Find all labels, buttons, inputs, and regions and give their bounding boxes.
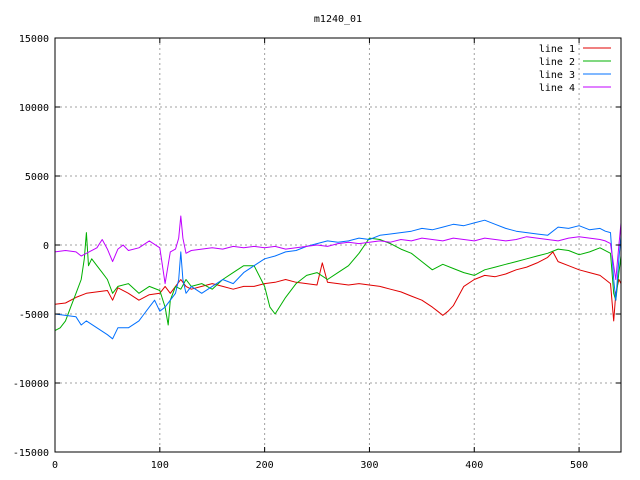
y-tick-label: -5000 bbox=[19, 310, 49, 321]
legend: line 1 line 2 line 3 line 4 bbox=[539, 44, 611, 94]
y-tick-label: 15000 bbox=[19, 34, 49, 45]
x-tick-label: 300 bbox=[360, 460, 378, 471]
series-line-1 bbox=[54, 251, 622, 322]
series-line-2 bbox=[54, 232, 622, 332]
y-tick-label: -15000 bbox=[13, 448, 49, 459]
x-tick-label: 400 bbox=[465, 460, 483, 471]
series-lines bbox=[54, 215, 622, 340]
x-tick-label: 200 bbox=[256, 460, 274, 471]
x-tick-label: 0 bbox=[52, 460, 58, 471]
chart-title: m1240_01 bbox=[314, 14, 362, 25]
legend-label-1: line 1 bbox=[539, 44, 575, 55]
legend-label-2: line 2 bbox=[539, 57, 575, 68]
y-tick-label: 10000 bbox=[19, 103, 49, 114]
x-tick-label: 100 bbox=[151, 460, 169, 471]
axis-ticks: 0 100 200 300 400 500 -15000 -10000 -5000 0 5000 10… bbox=[13, 34, 621, 471]
legend-label-3: line 3 bbox=[539, 70, 575, 81]
y-tick-label: 0 bbox=[43, 241, 49, 252]
series-line-3 bbox=[54, 219, 622, 340]
y-tick-label: 5000 bbox=[25, 172, 49, 183]
grid bbox=[55, 38, 621, 452]
legend-label-4: line 4 bbox=[539, 83, 575, 94]
x-tick-label: 500 bbox=[570, 460, 588, 471]
series-line-4 bbox=[54, 215, 622, 285]
y-tick-label: -10000 bbox=[13, 379, 49, 390]
